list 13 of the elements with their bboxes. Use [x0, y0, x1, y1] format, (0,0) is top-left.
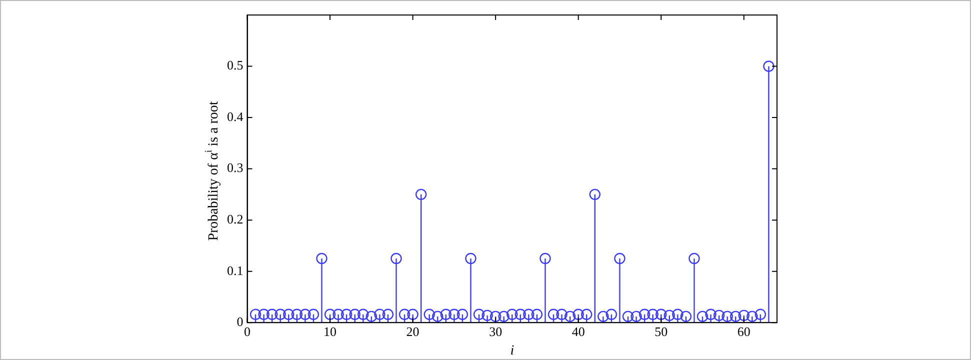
y-tick-label: 0.2	[227, 211, 244, 226]
x-tick-label: 10	[324, 324, 337, 339]
x-tick-label: 20	[406, 324, 420, 339]
y-tick-label: 0.3	[227, 160, 244, 176]
y-tick-label: 0	[236, 314, 244, 330]
x-tick-label: 50	[654, 324, 668, 339]
x-tick-label: 30	[489, 324, 502, 339]
x-tick-label: 60	[737, 324, 750, 339]
x-tick-label: 40	[572, 324, 585, 339]
y-tick-label: 0.4	[227, 108, 244, 124]
x-axis-title: i	[510, 343, 514, 358]
y-tick-label: 0.1	[227, 262, 244, 278]
y-tick-label: 0.5	[227, 58, 244, 73]
